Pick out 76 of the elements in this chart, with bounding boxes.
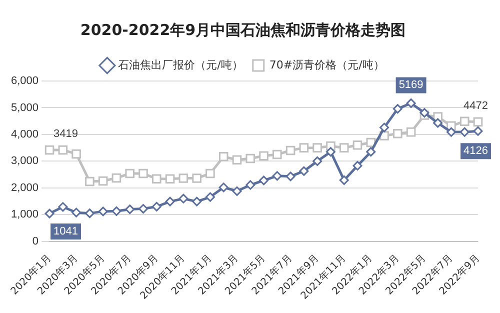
y-tick-label: 5,000 bbox=[10, 102, 39, 114]
point bbox=[192, 174, 202, 183]
point bbox=[85, 176, 94, 186]
point bbox=[299, 166, 309, 176]
point bbox=[406, 127, 416, 137]
point bbox=[326, 147, 336, 157]
point bbox=[312, 143, 322, 152]
point bbox=[473, 117, 483, 126]
point bbox=[152, 202, 162, 212]
point bbox=[473, 126, 483, 136]
y-tick-label: 3,000 bbox=[10, 155, 39, 168]
point bbox=[460, 127, 470, 137]
point bbox=[84, 208, 94, 218]
point bbox=[259, 176, 269, 186]
point bbox=[272, 171, 282, 181]
point bbox=[138, 168, 148, 178]
point bbox=[58, 202, 68, 212]
y-tick-label: 0 bbox=[32, 235, 39, 248]
point bbox=[205, 192, 215, 202]
point bbox=[138, 204, 148, 214]
point bbox=[178, 174, 188, 183]
point bbox=[259, 151, 268, 160]
data-label: 1041 bbox=[54, 226, 78, 238]
point bbox=[392, 104, 402, 114]
point bbox=[44, 145, 54, 155]
point bbox=[218, 182, 228, 192]
point bbox=[406, 98, 416, 108]
point bbox=[165, 174, 175, 184]
point bbox=[218, 152, 228, 162]
point bbox=[312, 156, 322, 166]
point bbox=[232, 155, 242, 164]
point bbox=[72, 149, 81, 159]
point bbox=[446, 127, 456, 137]
legend-label: 石油焦出厂报价（元/吨） bbox=[118, 58, 243, 72]
data-label: 5169 bbox=[398, 79, 424, 92]
point bbox=[165, 196, 175, 206]
point bbox=[286, 172, 296, 182]
point bbox=[98, 176, 108, 186]
point bbox=[192, 196, 202, 206]
point bbox=[272, 150, 282, 160]
point bbox=[286, 146, 296, 156]
y-tick-label: 6,000 bbox=[10, 75, 39, 88]
point bbox=[112, 206, 122, 216]
point bbox=[433, 118, 443, 128]
point bbox=[58, 145, 68, 155]
point bbox=[125, 204, 135, 214]
point bbox=[380, 122, 390, 132]
point bbox=[420, 108, 430, 118]
data-label: 3419 bbox=[54, 128, 78, 140]
point bbox=[352, 160, 362, 170]
point bbox=[339, 143, 349, 152]
point bbox=[206, 168, 215, 178]
point bbox=[44, 208, 54, 218]
point bbox=[72, 208, 82, 218]
point bbox=[112, 173, 122, 183]
point bbox=[125, 168, 135, 178]
point bbox=[393, 129, 402, 138]
point bbox=[178, 194, 188, 204]
y-tick-label: 1,000 bbox=[10, 208, 39, 221]
y-tick-label: 4,000 bbox=[10, 128, 39, 140]
point bbox=[246, 154, 256, 164]
point bbox=[246, 180, 256, 190]
point bbox=[232, 186, 242, 196]
point bbox=[98, 206, 108, 216]
point bbox=[366, 138, 376, 148]
point bbox=[460, 116, 470, 126]
point bbox=[299, 143, 309, 152]
point bbox=[339, 175, 349, 185]
point bbox=[366, 147, 376, 157]
data-label: 4472 bbox=[464, 100, 488, 112]
y-tick-label: 2,000 bbox=[10, 182, 39, 194]
data-label: 4126 bbox=[464, 145, 488, 158]
point bbox=[352, 140, 362, 150]
point bbox=[152, 174, 162, 184]
legend-label: 70#沥青价格（元/吨） bbox=[269, 58, 384, 72]
chart-title: 2020-2022年9月中国石油焦和沥青价格走势图 bbox=[80, 20, 406, 39]
